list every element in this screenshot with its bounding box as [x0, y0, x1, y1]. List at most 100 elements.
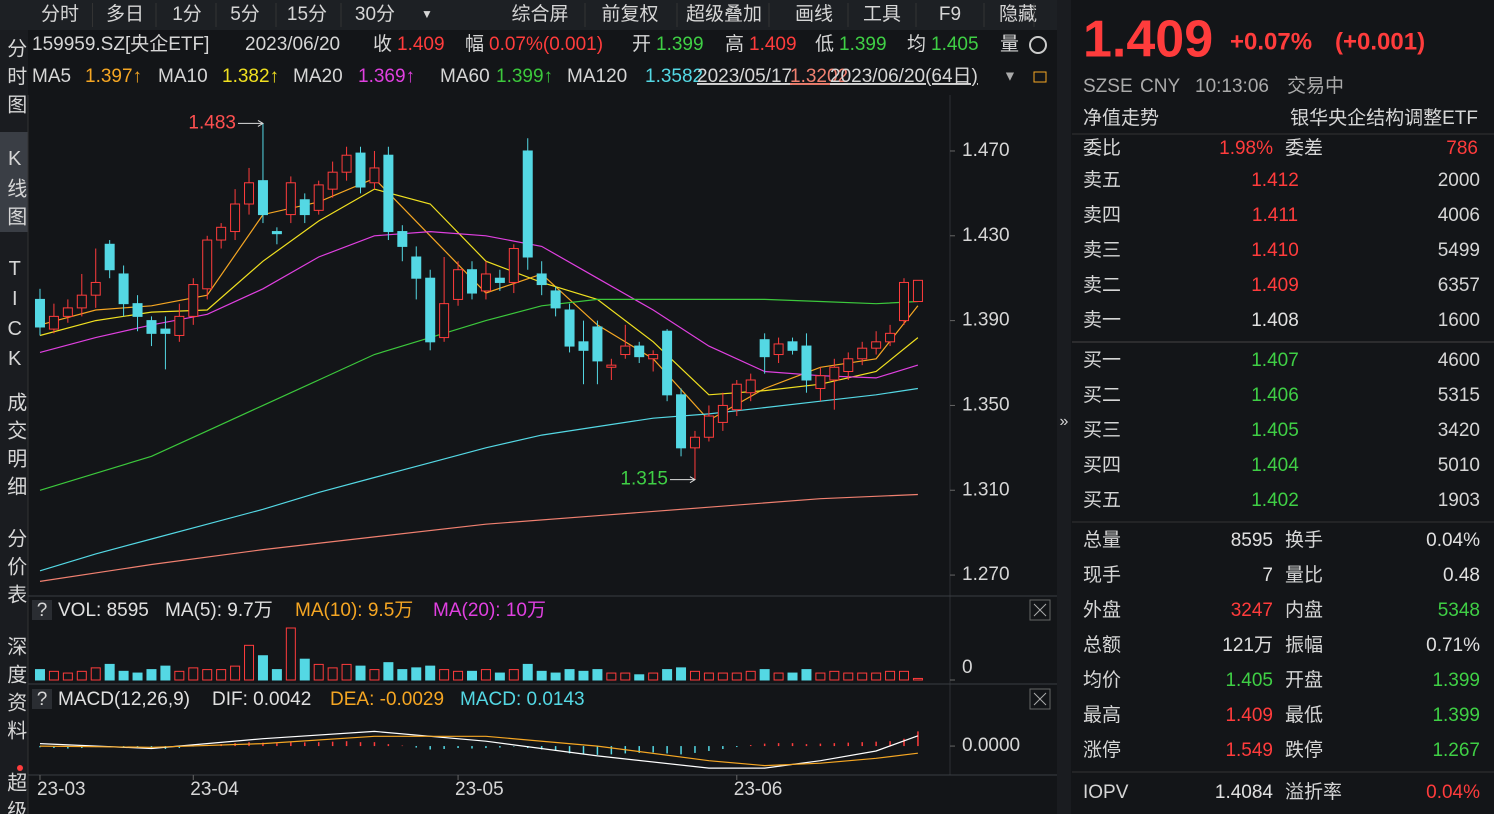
indicator-line — [39, 387, 918, 572]
stat-value: 1.4084 — [1215, 782, 1274, 803]
candle-body — [899, 281, 910, 322]
candle-body — [244, 182, 255, 205]
dropdown-icon[interactable]: ▼ — [421, 7, 433, 21]
side-tab[interactable]: 成交明细 — [4, 392, 27, 504]
candle-body — [257, 180, 268, 216]
settings-icon[interactable] — [1029, 36, 1047, 54]
x-tick-label: 23-05 — [455, 779, 504, 800]
stat-label: 最低 — [1285, 704, 1323, 726]
candle-body — [494, 277, 505, 283]
candle-body — [285, 182, 296, 216]
side-tab[interactable]: K线图 — [4, 148, 27, 234]
stat-label: 内盘 — [1285, 599, 1323, 621]
candle-body — [676, 394, 687, 449]
indicator-line — [39, 735, 918, 767]
toolbar-button[interactable]: 分时 — [41, 3, 79, 25]
side-tab[interactable]: 超级 — [4, 772, 27, 814]
side-tab[interactable]: 分价表 — [4, 528, 27, 612]
x-tick-label: 23-06 — [734, 779, 783, 800]
stat-value: 3247 — [1231, 600, 1273, 621]
toolbar-button[interactable]: 画线 — [795, 3, 833, 25]
panel-legend: DEA: -0.0029 — [330, 689, 444, 710]
volume-bar — [397, 669, 408, 681]
candle-body — [118, 273, 129, 305]
toolbar-button[interactable]: 前复权 — [601, 3, 658, 25]
x-tick-label: 23-03 — [37, 779, 86, 800]
candle-body — [439, 303, 450, 339]
stat-value: 1.409 — [1225, 705, 1273, 726]
volume-bar — [871, 672, 882, 681]
volume-bar — [662, 669, 673, 681]
side-tab[interactable]: 深度资料 — [4, 636, 27, 748]
nav-link[interactable]: 净值走势 — [1083, 107, 1159, 129]
volume-bar — [466, 670, 477, 681]
candle-body — [480, 273, 491, 292]
candle-body — [871, 341, 882, 349]
toolbar-button[interactable]: F9 — [939, 4, 961, 25]
volume-bar — [453, 670, 464, 681]
candle-body — [606, 364, 617, 368]
toolbar-button[interactable]: 15分 — [287, 3, 327, 25]
stat-label: 总量 — [1083, 529, 1121, 551]
level-qty: 1600 — [1438, 310, 1480, 331]
volume-bar — [313, 663, 324, 681]
help-box[interactable] — [32, 600, 52, 620]
indicator-line — [39, 493, 918, 582]
help-icon[interactable]: ? — [37, 600, 48, 621]
y-tick-label: 0 — [962, 657, 973, 678]
change: (+0.001) — [1335, 28, 1425, 55]
candle-body — [564, 309, 575, 347]
expand-icon[interactable]: ▼ — [1003, 68, 1017, 84]
candle-body — [550, 290, 561, 309]
help-box[interactable] — [32, 689, 52, 709]
indicator-line — [39, 230, 919, 379]
toolbar-button[interactable]: 隐藏 — [999, 3, 1037, 25]
volume-bar — [285, 627, 296, 681]
level-label: 卖五 — [1083, 169, 1121, 191]
field-value: 786 — [1446, 138, 1478, 159]
side-tab[interactable]: 分时图 — [4, 38, 27, 122]
close-icon[interactable] — [1033, 603, 1047, 706]
candle-body — [689, 436, 700, 449]
level-price: 1.412 — [1251, 170, 1299, 191]
close-box[interactable] — [1029, 599, 1051, 621]
candle-body — [90, 281, 101, 296]
candle-body — [202, 239, 213, 290]
toolbar-button[interactable]: 5分 — [230, 3, 260, 25]
volume-bar — [829, 670, 840, 681]
toolbar-button[interactable]: 1分 — [172, 3, 202, 25]
collapse-icon[interactable]: » — [1060, 413, 1069, 430]
toolbar-button[interactable]: 工具 — [863, 4, 901, 25]
toolbar-button[interactable]: 综合屏 — [511, 3, 568, 25]
stat-label: 溢折率 — [1285, 781, 1342, 803]
collapse-bar[interactable] — [1057, 0, 1071, 814]
toolbar-button[interactable]: 超级叠加 — [686, 3, 762, 25]
stat-value: 1.399 — [1432, 705, 1480, 726]
toolbar-button[interactable]: 多日 — [106, 3, 144, 25]
stat-value: 0.48 — [1443, 565, 1480, 586]
candle-body — [592, 326, 603, 362]
candle-body — [508, 248, 519, 283]
candle-body — [634, 345, 645, 358]
stat-label: 均价 — [1083, 669, 1121, 691]
candle-body — [160, 328, 171, 334]
candle-body — [662, 330, 673, 396]
lock-icon[interactable] — [1033, 71, 1047, 83]
close-box[interactable] — [1029, 688, 1051, 710]
toolbar-button[interactable]: 30分 — [355, 3, 395, 25]
candle-body — [425, 277, 436, 343]
side-tab[interactable]: TICK — [4, 258, 26, 378]
level-qty: 3420 — [1438, 420, 1480, 441]
y-tick-label: 1.470 — [962, 140, 1010, 161]
help-icon[interactable]: ? — [37, 689, 48, 710]
volume-bar — [132, 672, 143, 681]
volume-bar — [369, 669, 380, 681]
y-tick-label: 1.350 — [962, 394, 1010, 415]
level-label: 卖一 — [1083, 309, 1121, 331]
level-label: 买三 — [1083, 420, 1121, 441]
candle-body — [174, 315, 185, 336]
field-label: 委差 — [1285, 137, 1323, 159]
level-qty: 2000 — [1438, 170, 1480, 191]
candle-body — [453, 269, 464, 300]
